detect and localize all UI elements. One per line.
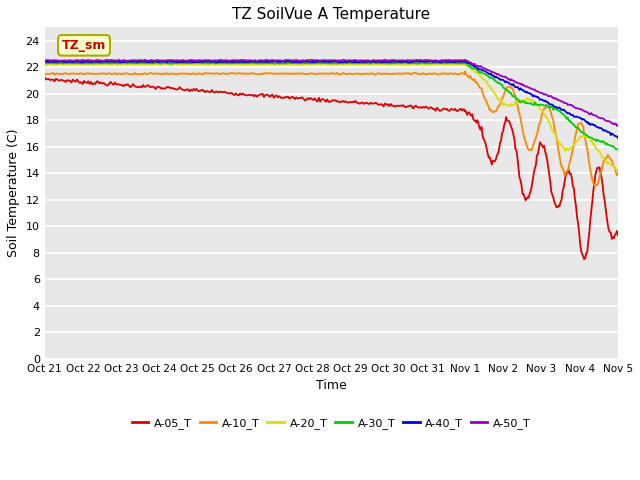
A-10_T: [596, 171, 604, 177]
A-30_T: [596, 138, 604, 144]
A-30_T: [613, 146, 621, 152]
A-20_T: [614, 167, 622, 172]
A-50_T: [488, 69, 495, 75]
Line: A-10_T: A-10_T: [45, 72, 618, 185]
A-30_T: [488, 74, 495, 80]
Y-axis label: Soil Temperature (C): Soil Temperature (C): [7, 129, 20, 257]
X-axis label: Time: Time: [316, 379, 347, 392]
A-30_T: [111, 60, 119, 66]
A-20_T: [398, 61, 406, 67]
A-05_T: [596, 164, 604, 170]
A-50_T: [381, 57, 388, 62]
A-10_T: [397, 72, 404, 77]
A-40_T: [148, 59, 156, 64]
A-40_T: [614, 135, 622, 141]
A-30_T: [41, 60, 49, 66]
A-10_T: [41, 71, 49, 77]
A-10_T: [147, 70, 154, 76]
Line: A-05_T: A-05_T: [45, 77, 618, 259]
A-05_T: [487, 158, 495, 164]
A-20_T: [613, 168, 621, 173]
A-05_T: [608, 236, 616, 242]
A-10_T: [591, 182, 598, 188]
A-05_T: [147, 84, 154, 90]
A-10_T: [111, 70, 119, 76]
Text: TZ_sm: TZ_sm: [62, 39, 106, 52]
A-05_T: [41, 74, 49, 80]
A-30_T: [614, 146, 622, 152]
A-50_T: [147, 58, 154, 63]
A-10_T: [614, 170, 622, 176]
A-10_T: [609, 161, 617, 167]
A-40_T: [113, 59, 120, 64]
A-10_T: [461, 69, 469, 74]
A-30_T: [608, 143, 616, 149]
A-50_T: [608, 120, 616, 126]
A-30_T: [147, 60, 154, 66]
A-50_T: [596, 115, 604, 120]
A-05_T: [111, 80, 119, 85]
A-20_T: [111, 61, 119, 67]
Line: A-20_T: A-20_T: [45, 64, 618, 170]
A-20_T: [229, 61, 237, 67]
Line: A-30_T: A-30_T: [45, 62, 618, 149]
Title: TZ SoilVue A Temperature: TZ SoilVue A Temperature: [232, 7, 430, 22]
A-50_T: [398, 58, 406, 63]
Legend: A-05_T, A-10_T, A-20_T, A-30_T, A-40_T, A-50_T: A-05_T, A-10_T, A-20_T, A-30_T, A-40_T, …: [127, 414, 535, 434]
A-20_T: [41, 61, 49, 67]
A-40_T: [608, 131, 616, 136]
A-40_T: [41, 59, 49, 64]
A-10_T: [488, 108, 495, 114]
A-20_T: [147, 61, 154, 67]
A-05_T: [614, 232, 622, 238]
A-05_T: [580, 256, 588, 262]
A-40_T: [488, 72, 495, 78]
A-40_T: [596, 125, 604, 131]
A-50_T: [41, 57, 49, 63]
A-50_T: [111, 58, 119, 63]
A-30_T: [398, 60, 406, 66]
A-05_T: [397, 103, 404, 108]
A-50_T: [614, 123, 622, 129]
Line: A-50_T: A-50_T: [45, 60, 618, 126]
A-20_T: [488, 86, 495, 92]
A-30_T: [370, 59, 378, 65]
Line: A-40_T: A-40_T: [45, 61, 618, 138]
A-40_T: [108, 58, 116, 64]
A-20_T: [596, 149, 604, 155]
A-20_T: [608, 163, 616, 168]
A-40_T: [398, 59, 406, 65]
